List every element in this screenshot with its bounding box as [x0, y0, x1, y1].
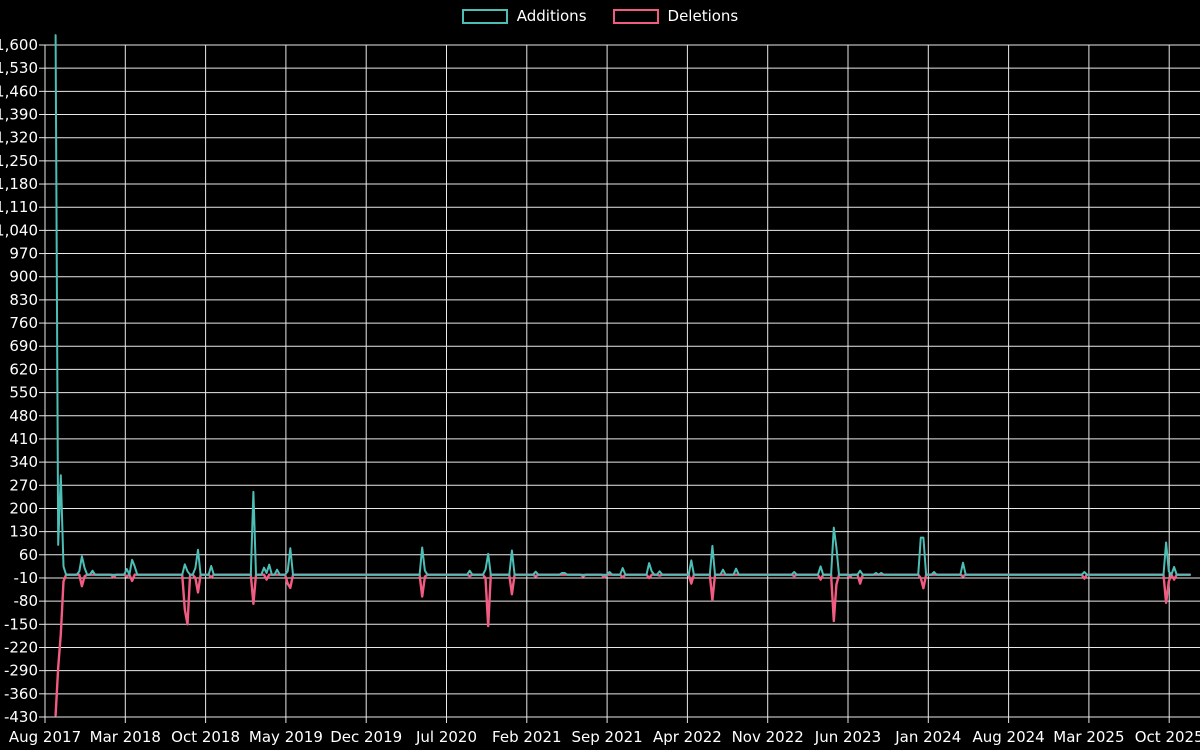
x-tick-label: Jun 2023 [814, 728, 881, 746]
y-tick-label: 550 [9, 384, 38, 402]
y-tick-label: 130 [9, 523, 38, 541]
y-tick-label: 830 [9, 291, 38, 309]
x-tick-label: Aug 2024 [972, 728, 1044, 746]
y-tick-label: -430 [4, 708, 38, 726]
y-tick-label: 760 [9, 314, 38, 332]
y-tick-label: -10 [14, 569, 39, 587]
x-tick-label: Dec 2019 [330, 728, 402, 746]
y-tick-label: 690 [9, 337, 38, 355]
y-tick-label: 480 [9, 407, 38, 425]
deletions-swatch-icon [612, 8, 659, 24]
y-tick-label: 900 [9, 268, 38, 286]
y-tick-label: 1,390 [0, 106, 38, 124]
additions-line [54, 34, 1191, 576]
x-tick-label: Apr 2022 [653, 728, 722, 746]
legend-item-additions[interactable]: Additions [461, 6, 587, 26]
x-tick-label: Oct 2025 [1135, 728, 1200, 746]
legend-label-deletions: Deletions [667, 7, 739, 25]
y-tick-label: 1,600 [0, 36, 38, 54]
y-tick-label: 1,530 [0, 59, 38, 77]
y-tick-label: 1,460 [0, 82, 38, 100]
y-tick-label: -220 [4, 638, 38, 656]
y-tick-label: 340 [9, 453, 38, 471]
x-tick-label: Sep 2021 [571, 728, 642, 746]
y-tick-label: -80 [14, 592, 39, 610]
y-tick-label: -290 [4, 662, 38, 680]
y-tick-label: 1,180 [0, 175, 38, 193]
y-tick-label: 270 [9, 476, 38, 494]
y-tick-label: 60 [19, 546, 38, 564]
x-tick-label: Mar 2018 [90, 728, 161, 746]
y-tick-label: 1,110 [0, 198, 38, 216]
x-tick-label: Feb 2021 [492, 728, 562, 746]
x-tick-label: Jan 2024 [894, 728, 961, 746]
y-tick-label: 1,250 [0, 152, 38, 170]
y-tick-label: 200 [9, 499, 38, 517]
chart-legend: Additions Deletions [0, 6, 1200, 26]
x-tick-label: May 2019 [249, 728, 323, 746]
x-tick-label: Nov 2022 [732, 728, 804, 746]
x-tick-label: Oct 2018 [171, 728, 240, 746]
y-tick-label: 1,320 [0, 129, 38, 147]
additions-swatch-icon [461, 8, 508, 24]
y-tick-label: 1,040 [0, 221, 38, 239]
x-tick-label: Aug 2017 [9, 728, 81, 746]
y-tick-label: -360 [4, 685, 38, 703]
y-tick-label: 970 [9, 245, 38, 263]
x-tick-label: Mar 2025 [1053, 728, 1124, 746]
legend-item-deletions[interactable]: Deletions [612, 6, 739, 26]
legend-label-additions: Additions [516, 7, 587, 25]
y-tick-label: -150 [4, 615, 38, 633]
y-tick-label: 410 [9, 430, 38, 448]
y-tick-label: 620 [9, 360, 38, 378]
x-tick-label: Jul 2020 [415, 728, 477, 746]
